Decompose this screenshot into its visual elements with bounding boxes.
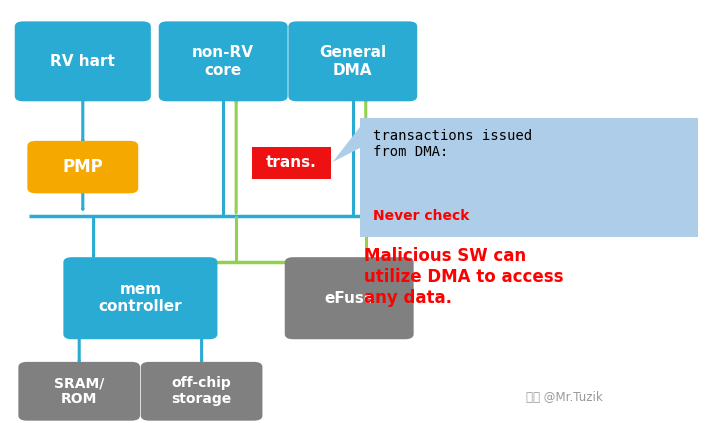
Text: non-RV
core: non-RV core: [192, 45, 254, 77]
FancyBboxPatch shape: [14, 21, 151, 102]
FancyBboxPatch shape: [288, 21, 417, 102]
Text: 知乎 @Mr.Tuzik: 知乎 @Mr.Tuzik: [526, 391, 603, 404]
Text: RV hart: RV hart: [50, 54, 115, 69]
FancyBboxPatch shape: [141, 362, 262, 420]
FancyBboxPatch shape: [158, 21, 288, 102]
Text: General
DMA: General DMA: [319, 45, 387, 77]
Text: off-chip
storage: off-chip storage: [171, 376, 232, 407]
Text: mem
controller: mem controller: [99, 282, 182, 314]
Polygon shape: [333, 118, 418, 162]
Text: trans.: trans.: [266, 155, 317, 170]
FancyBboxPatch shape: [63, 257, 217, 339]
Text: eFuse: eFuse: [324, 291, 374, 306]
Text: transactions issued
from DMA:: transactions issued from DMA:: [373, 129, 532, 159]
Text: PMP: PMP: [63, 158, 103, 176]
Bar: [360, 118, 698, 237]
Text: Malicious SW can
utilize DMA to access
any data.: Malicious SW can utilize DMA to access a…: [364, 247, 563, 307]
Text: Never check: Never check: [373, 209, 469, 223]
FancyBboxPatch shape: [19, 362, 140, 420]
FancyBboxPatch shape: [27, 141, 138, 193]
Bar: [252, 147, 331, 179]
Text: SRAM/
ROM: SRAM/ ROM: [54, 376, 104, 407]
FancyBboxPatch shape: [285, 257, 413, 339]
